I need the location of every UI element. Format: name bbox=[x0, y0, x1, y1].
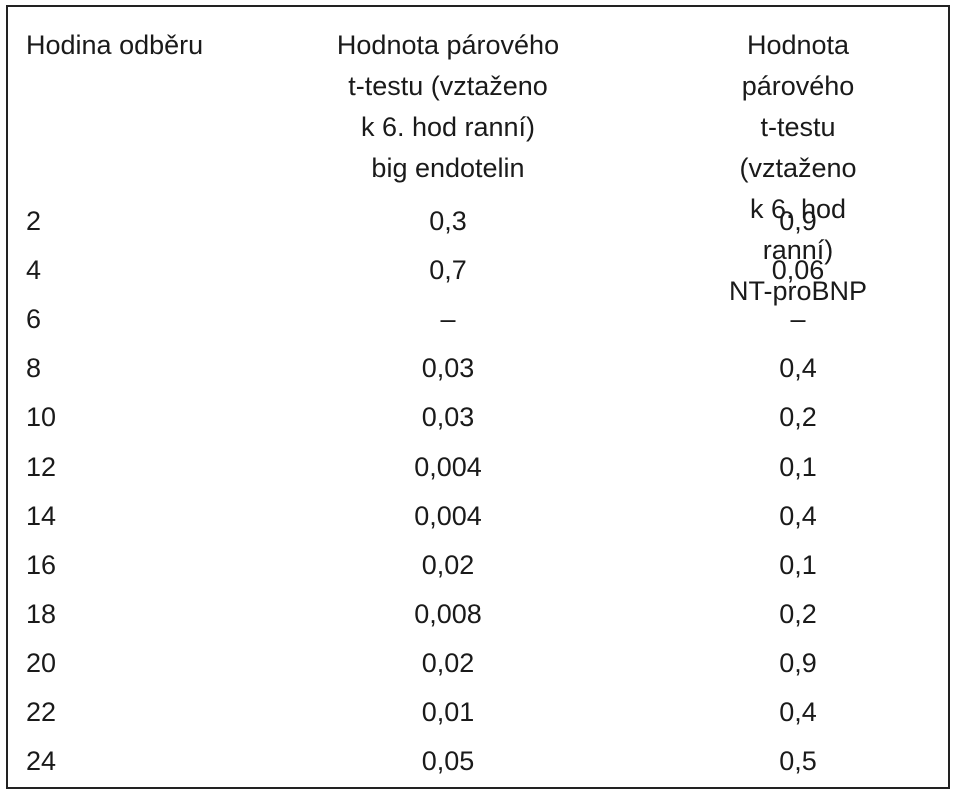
table-cell: 0,4 bbox=[779, 697, 817, 727]
table-cell: – bbox=[440, 304, 456, 335]
table-cell: 0,4 bbox=[779, 353, 817, 384]
table-cell: 0,06 bbox=[771, 255, 825, 286]
table-cell: 2 bbox=[26, 206, 42, 236]
table-cell: 0,3 bbox=[429, 206, 467, 236]
table-cell: 0,02 bbox=[421, 647, 475, 678]
header-cell: Hodnota párového t-testu (vztaženo k 6. … bbox=[728, 30, 868, 306]
table-cell: 10 bbox=[26, 402, 57, 433]
table-cell: 0,1 bbox=[779, 451, 817, 482]
table-cell: 0,5 bbox=[779, 746, 817, 777]
table-cell: 4 bbox=[26, 255, 42, 286]
table-cell: 0,004 bbox=[414, 500, 482, 531]
table-cell: 0,9 bbox=[779, 206, 817, 236]
table-cell: 0,4 bbox=[779, 500, 817, 531]
table-cell: 0,9 bbox=[779, 647, 817, 678]
table-cell: 18 bbox=[26, 598, 57, 629]
table-cell: 8 bbox=[26, 353, 42, 384]
table-cell: 12 bbox=[26, 451, 57, 482]
table-cell: 14 bbox=[26, 500, 57, 531]
header-cell: Hodina odběru bbox=[26, 30, 204, 60]
table-cell: 0,2 bbox=[779, 402, 817, 433]
table-frame: Hodina odběru Hodnota párového t-testu (v… bbox=[6, 5, 950, 789]
table-cell: 0,7 bbox=[429, 255, 467, 286]
table-cell: 0,03 bbox=[421, 353, 475, 384]
table-cell: 22 bbox=[26, 697, 57, 727]
table-cell: 0,02 bbox=[421, 549, 475, 580]
header-cell: Hodnota párového t-testu (vztaženo k 6. … bbox=[336, 30, 560, 183]
table-cell: 0,004 bbox=[414, 451, 482, 482]
table-cell: 0,03 bbox=[421, 402, 475, 433]
table-cell: 24 bbox=[26, 746, 57, 777]
table-cell: 16 bbox=[26, 549, 57, 580]
table-cell: 0,1 bbox=[779, 549, 817, 580]
table-cell: 20 bbox=[26, 647, 57, 678]
table-cell: 0,05 bbox=[421, 746, 475, 777]
table-cell: 0,2 bbox=[779, 598, 817, 629]
table-cell: 6 bbox=[26, 304, 42, 335]
table-cell: 0,008 bbox=[414, 598, 482, 629]
table-cell: 0,01 bbox=[421, 697, 475, 727]
table-cell: – bbox=[790, 304, 806, 335]
